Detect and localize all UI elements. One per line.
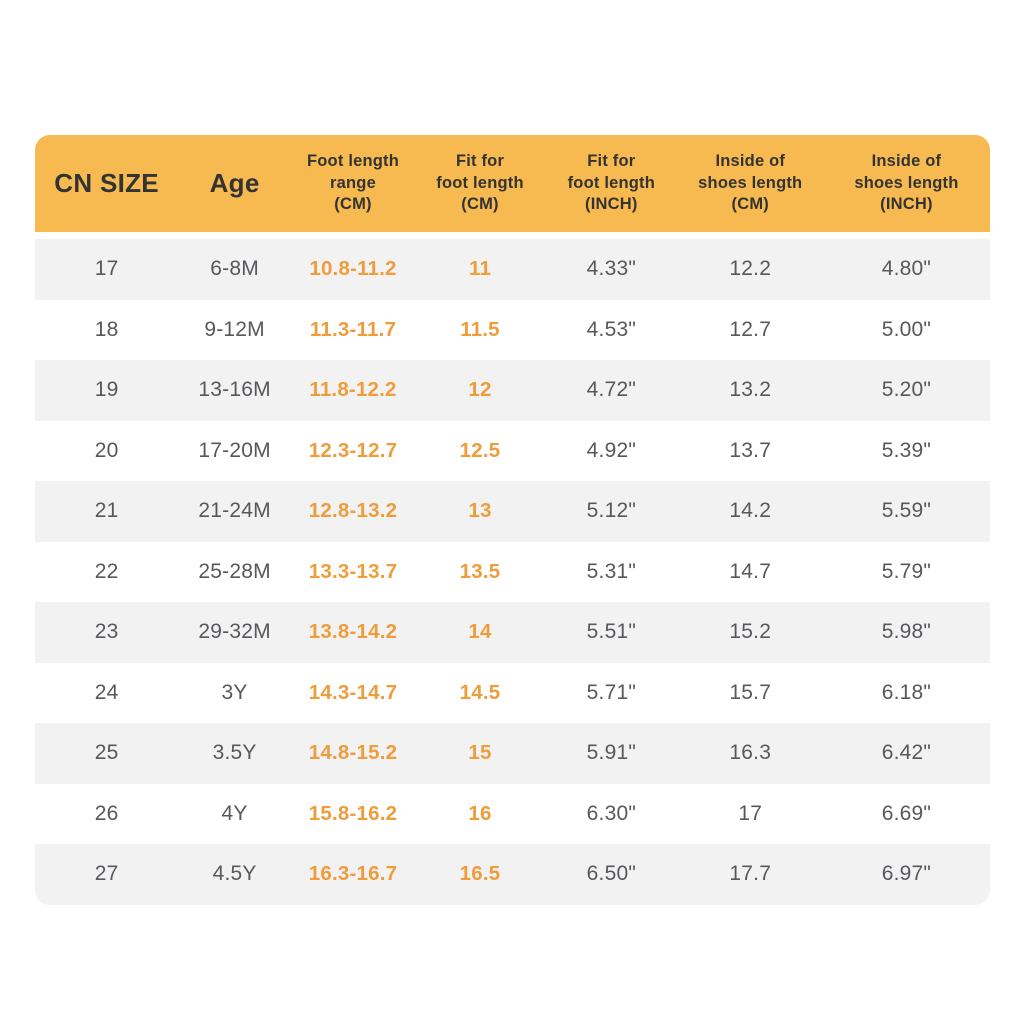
cell-inside-shoes-length-inch: 5.39"	[881, 438, 932, 462]
cell-age: 17-20M	[198, 438, 271, 462]
cell-foot-length-range-cm: 10.8-11.2	[309, 257, 397, 281]
cell-fit-foot-length-inch: 5.71"	[586, 680, 636, 704]
cell-fit-foot-length-cm: 14.5	[459, 680, 501, 704]
cell-cn-size: 22	[94, 559, 119, 583]
table-header-row: CN SIZE Age Foot length range (CM) Fit f…	[35, 135, 990, 232]
cell-age: 21-24M	[198, 499, 271, 523]
table-row: 19 13-16M 11.8-12.2 12 4.72" 13.2 5.20"	[35, 360, 990, 421]
cell-fit-foot-length-cm: 13	[468, 499, 492, 523]
cell-fit-foot-length-cm: 16	[468, 801, 492, 825]
cell-inside-shoes-length-inch: 5.79"	[881, 559, 932, 583]
cell-inside-shoes-length-cm: 12.7	[729, 317, 772, 341]
cell-inside-shoes-length-cm: 15.7	[729, 680, 772, 704]
table-row: 20 17-20M 12.3-12.7 12.5 4.92" 13.7 5.39…	[35, 420, 990, 481]
cell-foot-length-range-cm: 13.3-13.7	[308, 559, 398, 583]
cell-inside-shoes-length-inch: 6.18"	[881, 680, 932, 704]
cell-age: 29-32M	[198, 620, 271, 644]
column-header-inside-shoes-length-inch: Inside of shoes length (INCH)	[854, 151, 959, 214]
cell-inside-shoes-length-inch: 6.69"	[881, 801, 932, 825]
cell-fit-foot-length-inch: 5.91"	[586, 741, 636, 765]
cell-inside-shoes-length-cm: 16.3	[729, 741, 772, 765]
cell-fit-foot-length-cm: 11	[468, 257, 492, 281]
column-header-cn-size: CN SIZE	[54, 168, 159, 199]
cell-fit-foot-length-inch: 4.33"	[586, 257, 636, 281]
cell-cn-size: 20	[94, 438, 119, 462]
cell-fit-foot-length-cm: 11.5	[460, 317, 500, 341]
cell-inside-shoes-length-inch: 6.97"	[881, 862, 932, 886]
cell-cn-size: 24	[94, 680, 119, 704]
cell-fit-foot-length-inch: 5.12"	[586, 499, 636, 523]
cell-inside-shoes-length-cm: 13.2	[729, 378, 772, 402]
cell-fit-foot-length-cm: 14	[468, 620, 492, 644]
cell-cn-size: 23	[94, 620, 119, 644]
table-row: 18 9-12M 11.3-11.7 11.5 4.53" 12.7 5.00"	[35, 299, 990, 360]
cell-foot-length-range-cm: 16.3-16.7	[308, 862, 398, 886]
table-row: 17 6-8M 10.8-11.2 11 4.33" 12.2 4.80"	[35, 239, 990, 300]
column-header-foot-length-range-cm: Foot length range (CM)	[307, 151, 400, 214]
cell-cn-size: 17	[94, 257, 119, 281]
cell-age: 3.5Y	[212, 741, 257, 765]
cell-age: 9-12M	[204, 317, 265, 341]
column-header-fit-foot-length-inch: Fit for foot length (INCH)	[567, 151, 656, 214]
cell-fit-foot-length-cm: 12	[468, 378, 492, 402]
cell-cn-size: 26	[94, 801, 119, 825]
table-row: 27 4.5Y 16.3-16.7 16.5 6.50" 17.7 6.97"	[35, 844, 990, 905]
table-row: 22 25-28M 13.3-13.7 13.5 5.31" 14.7 5.79…	[35, 541, 990, 602]
cell-inside-shoes-length-inch: 5.59"	[881, 499, 932, 523]
cell-fit-foot-length-inch: 6.50"	[586, 862, 636, 886]
cell-foot-length-range-cm: 11.3-11.7	[309, 317, 397, 341]
cell-foot-length-range-cm: 13.8-14.2	[308, 620, 398, 644]
cell-inside-shoes-length-cm: 17.7	[729, 862, 772, 886]
cell-fit-foot-length-inch: 6.30"	[586, 801, 636, 825]
cell-inside-shoes-length-cm: 14.7	[729, 559, 772, 583]
cell-age: 3Y	[221, 680, 248, 704]
table-row: 23 29-32M 13.8-14.2 14 5.51" 15.2 5.98"	[35, 602, 990, 663]
column-header-age: Age	[209, 168, 260, 199]
size-chart-table: CN SIZE Age Foot length range (CM) Fit f…	[35, 135, 990, 905]
cell-age: 4Y	[221, 801, 248, 825]
cell-inside-shoes-length-cm: 14.2	[729, 499, 772, 523]
cell-inside-shoes-length-inch: 4.80"	[881, 257, 932, 281]
cell-inside-shoes-length-cm: 15.2	[729, 620, 772, 644]
table-row: 25 3.5Y 14.8-15.2 15 5.91" 16.3 6.42"	[35, 723, 990, 784]
cell-age: 25-28M	[198, 559, 271, 583]
cell-fit-foot-length-inch: 4.72"	[586, 378, 636, 402]
table-row: 21 21-24M 12.8-13.2 13 5.12" 14.2 5.59"	[35, 481, 990, 542]
cell-cn-size: 18	[94, 317, 119, 341]
cell-age: 6-8M	[210, 257, 259, 281]
cell-fit-foot-length-cm: 15	[468, 741, 492, 765]
cell-foot-length-range-cm: 14.3-14.7	[308, 680, 398, 704]
cell-fit-foot-length-inch: 4.92"	[586, 438, 636, 462]
cell-foot-length-range-cm: 11.8-12.2	[309, 378, 397, 402]
cell-age: 4.5Y	[212, 862, 257, 886]
cell-cn-size: 19	[94, 378, 119, 402]
cell-foot-length-range-cm: 12.3-12.7	[308, 438, 398, 462]
cell-inside-shoes-length-cm: 17	[738, 801, 763, 825]
cell-inside-shoes-length-cm: 13.7	[729, 438, 772, 462]
cell-age: 13-16M	[198, 378, 271, 402]
cell-inside-shoes-length-inch: 5.98"	[881, 620, 932, 644]
cell-fit-foot-length-cm: 13.5	[459, 559, 501, 583]
cell-inside-shoes-length-inch: 5.20"	[881, 378, 932, 402]
cell-foot-length-range-cm: 12.8-13.2	[308, 499, 398, 523]
cell-fit-foot-length-inch: 5.31"	[586, 559, 636, 583]
cell-fit-foot-length-inch: 4.53"	[586, 317, 636, 341]
cell-inside-shoes-length-inch: 5.00"	[881, 317, 932, 341]
cell-fit-foot-length-inch: 5.51"	[586, 620, 636, 644]
cell-fit-foot-length-cm: 12.5	[459, 438, 501, 462]
column-header-fit-foot-length-cm: Fit for foot length (CM)	[436, 151, 524, 214]
cell-inside-shoes-length-inch: 6.42"	[881, 741, 932, 765]
column-header-inside-shoes-length-cm: Inside of shoes length (CM)	[698, 151, 803, 214]
cell-foot-length-range-cm: 15.8-16.2	[308, 801, 398, 825]
table-row: 24 3Y 14.3-14.7 14.5 5.71" 15.7 6.18"	[35, 662, 990, 723]
table-body: 17 6-8M 10.8-11.2 11 4.33" 12.2 4.80" 18…	[35, 239, 990, 905]
cell-cn-size: 27	[94, 862, 119, 886]
table-row: 26 4Y 15.8-16.2 16 6.30" 17 6.69"	[35, 783, 990, 844]
cell-cn-size: 21	[94, 499, 119, 523]
cell-fit-foot-length-cm: 16.5	[459, 862, 501, 886]
cell-foot-length-range-cm: 14.8-15.2	[308, 741, 398, 765]
cell-inside-shoes-length-cm: 12.2	[729, 257, 772, 281]
cell-cn-size: 25	[94, 741, 119, 765]
